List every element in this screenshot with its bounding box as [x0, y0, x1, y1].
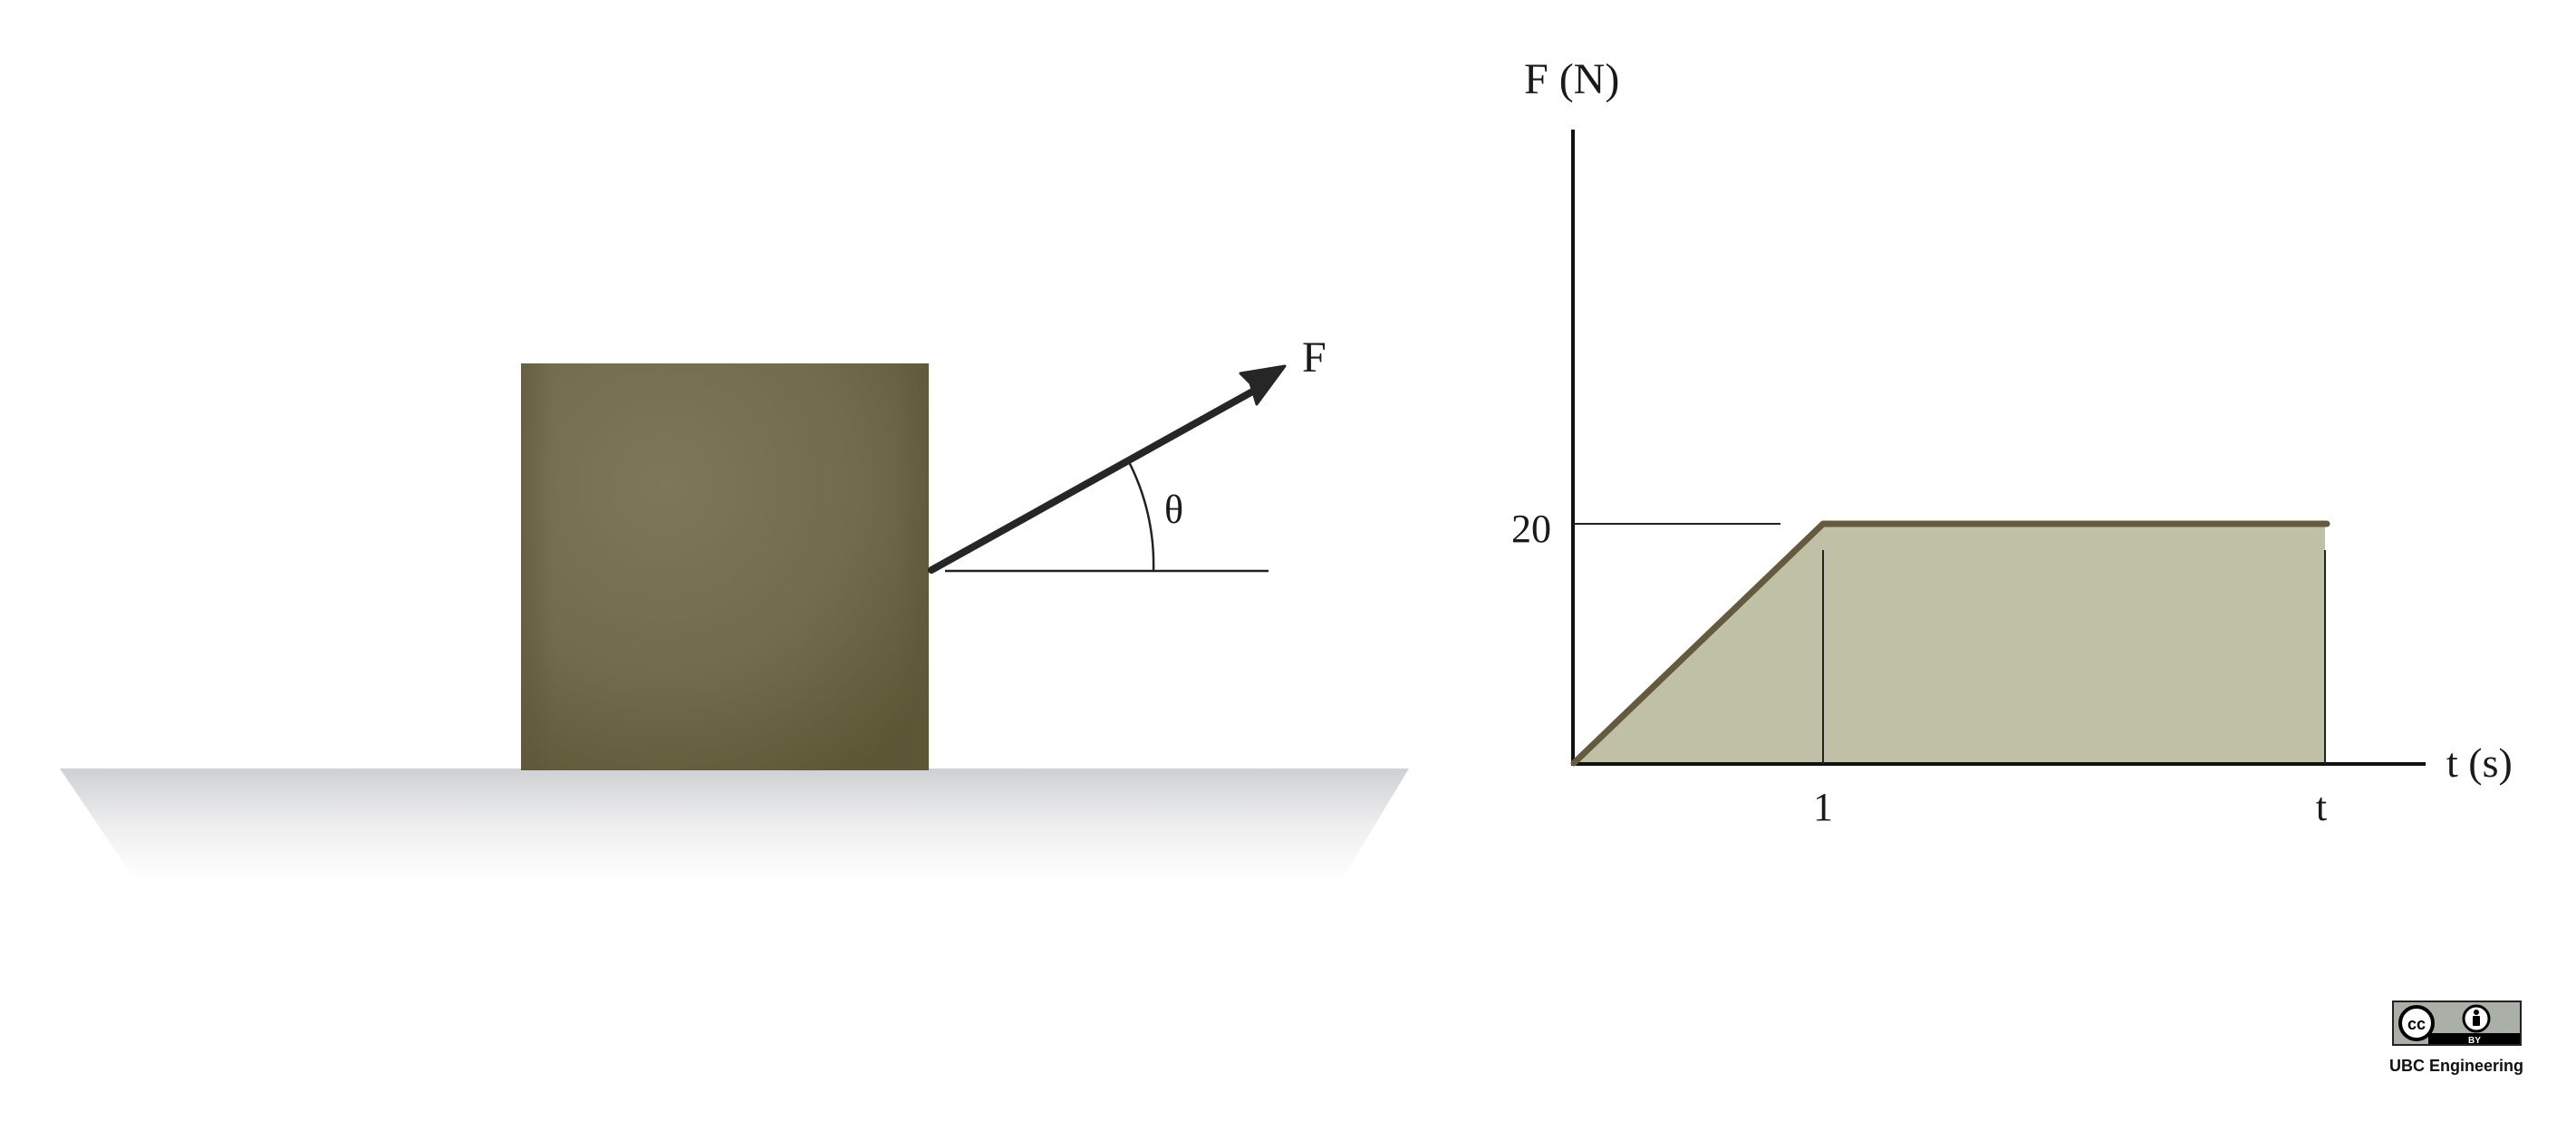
cc-label: cc	[2407, 1015, 2426, 1033]
by-label: BY	[2468, 1036, 2481, 1046]
license-badge: cc BY UBC Engineering	[2389, 1000, 2523, 1075]
block-edge-shade	[521, 363, 929, 770]
ground-surface	[60, 768, 1409, 881]
license-badge-band	[2428, 1033, 2520, 1044]
angle-arc	[1125, 458, 1155, 572]
force-curve	[1570, 520, 2330, 767]
force-vector	[928, 382, 1268, 574]
x-axis-label: t (s)	[2446, 740, 2513, 786]
y-axis-label: F (N)	[1524, 55, 1619, 103]
force-arrowhead-icon	[1239, 364, 1287, 406]
creative-commons-icon	[2398, 1005, 2435, 1041]
force-label: F	[1302, 334, 1327, 382]
impulse-area	[1573, 524, 2325, 764]
x-tick-label-1: 1	[1813, 785, 1833, 829]
credit-label: UBC Engineering	[2389, 1057, 2523, 1075]
angle-label: θ	[1164, 488, 1183, 532]
force-time-graph: F (N) t (s) 20 1 t	[1511, 55, 2513, 829]
x-tick-label-t: t	[2316, 785, 2327, 829]
block-diagram: F θ	[60, 334, 1409, 881]
attribution-person-icon	[2462, 1004, 2491, 1033]
y-tick-label: 20	[1511, 507, 1551, 551]
